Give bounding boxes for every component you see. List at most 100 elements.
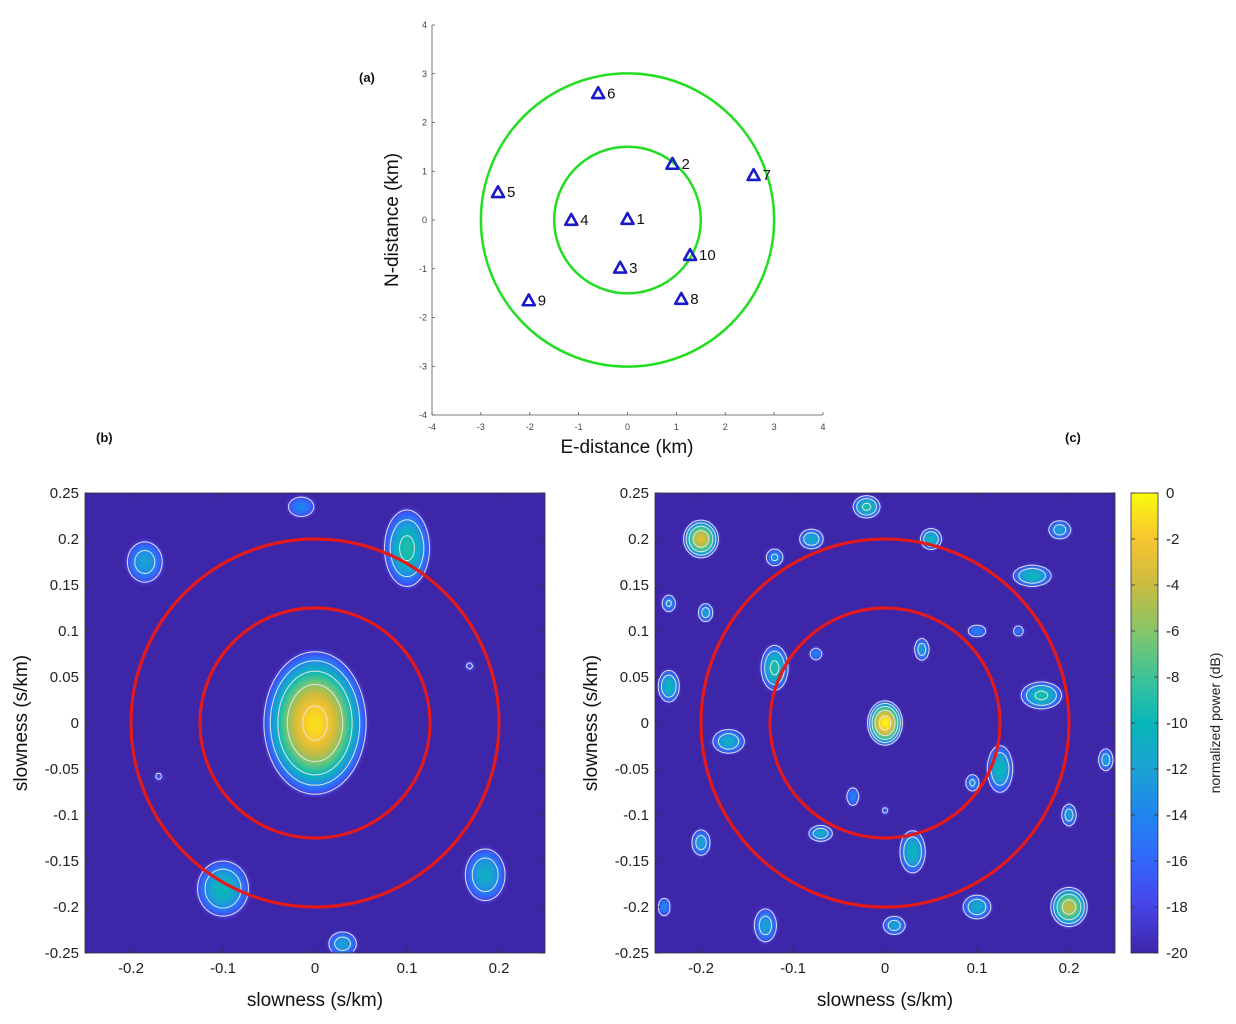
panel-a-x-tick-label: 3 bbox=[772, 422, 777, 432]
panel-b-ticks: -0.2 -0.1 0 0.1 0.2 0.25 0.2 0.15 0.1 0.05 0 -0.05 -… bbox=[45, 485, 545, 977]
panel-b-y-tick-label: 0.2 bbox=[58, 531, 79, 548]
panel-b-x-tick-label: 0.2 bbox=[489, 960, 510, 977]
station-marker bbox=[746, 167, 761, 182]
panel-a-ring-circle bbox=[479, 72, 776, 368]
panel-label-c: (c) bbox=[1065, 430, 1081, 445]
panel-c-y-tick-label: 0.05 bbox=[620, 669, 649, 686]
panel-a-xlabel: E-distance (km) bbox=[560, 437, 693, 458]
panel-c-y-tick-label: -0.2 bbox=[623, 899, 649, 916]
panel-c-contour-line bbox=[688, 502, 1082, 921]
panel-b-y-tick-label: 0 bbox=[71, 715, 79, 732]
panel-c-y-tick-label: 0.15 bbox=[620, 577, 649, 594]
colorbar-tick-label: -12 bbox=[1166, 761, 1188, 778]
station-marker bbox=[682, 247, 698, 262]
panel-b-y-tick-label: -0.15 bbox=[45, 853, 79, 870]
panel-a-y-tick-label: 3 bbox=[422, 69, 427, 79]
panel-b-x-tick-label: -0.2 bbox=[118, 960, 144, 977]
panel-c-xlabel: slowness (s/km) bbox=[817, 990, 953, 1011]
panel-b-ring-circles bbox=[129, 537, 501, 909]
colorbar-label: normalized power (dB) bbox=[1207, 653, 1223, 794]
panel-c-y-tick-label: -0.25 bbox=[615, 945, 649, 962]
colorbar-gradient bbox=[1130, 492, 1159, 954]
panel-a-ring-circles bbox=[479, 72, 776, 368]
station-label: 4 bbox=[580, 212, 588, 229]
panel-label-a: (a) bbox=[359, 70, 375, 85]
station-label: 5 bbox=[507, 184, 515, 201]
panel-a-y-tick-label: -4 bbox=[419, 410, 427, 420]
panel-a: (a) -4 -3 -2 -1 0 1 2 3 4 -4 -3 -2 -1 0 1 2 3 4 1 2 3 4 5 6 7 8 9… bbox=[359, 20, 826, 458]
panel-b-x-tick-label: 0.1 bbox=[397, 960, 418, 977]
panel-c-contour-line bbox=[692, 530, 1077, 915]
panel-a-y-tick-label: 0 bbox=[422, 215, 427, 225]
panel-a-stations: 1 2 3 4 5 6 7 8 9 10 bbox=[490, 85, 771, 309]
colorbar-tick-label: -18 bbox=[1166, 899, 1188, 916]
colorbar-tick-label: -16 bbox=[1166, 853, 1188, 870]
panel-c-ylabel: slowness (s/km) bbox=[581, 655, 602, 791]
station-label: 3 bbox=[629, 260, 637, 277]
station-marker bbox=[612, 260, 628, 274]
panel-b-y-tick-label: 0.25 bbox=[50, 485, 79, 502]
panel-a-x-tick-label: 4 bbox=[820, 422, 825, 432]
colorbar-tick-label: -14 bbox=[1166, 807, 1188, 824]
panel-b-contour-line bbox=[286, 683, 344, 763]
panel-c-y-tick-label: 0.2 bbox=[628, 531, 649, 548]
colorbar-ticks: 0 -2 -4 -6 -8 -10 -12 -14 -16 -18 -20 bbox=[1131, 485, 1188, 962]
panel-a-ylabel: N-distance (km) bbox=[382, 153, 403, 287]
station-marker bbox=[490, 184, 506, 199]
panel-c-ring-circle bbox=[768, 606, 1002, 840]
panel-a-x-tick-label: 2 bbox=[723, 422, 728, 432]
panel-b-contours bbox=[126, 496, 506, 952]
station-label: 1 bbox=[637, 211, 645, 228]
colorbar-tick-label: -8 bbox=[1166, 669, 1179, 686]
panel-b-y-tick-label: -0.1 bbox=[53, 807, 79, 824]
station-marker bbox=[620, 211, 635, 226]
colorbar-tick-label: -10 bbox=[1166, 715, 1188, 732]
panel-b-contour-line bbox=[302, 705, 328, 741]
panel-a-x-tick-label: -4 bbox=[428, 422, 436, 432]
panel-b-y-tick-label: -0.2 bbox=[53, 899, 79, 916]
panel-c-contours bbox=[657, 495, 1114, 943]
panel-c-x-tick-label: -0.1 bbox=[780, 960, 806, 977]
station-label: 6 bbox=[607, 85, 615, 102]
panel-a-y-tick-label: -3 bbox=[419, 361, 427, 371]
panel-a-axes: -4 -3 -2 -1 0 1 2 3 4 -4 -3 -2 -1 0 1 2 3 4 bbox=[419, 20, 826, 432]
panel-b-y-tick-label: 0.05 bbox=[50, 669, 79, 686]
panel-c-x-tick-label: 0 bbox=[881, 960, 889, 977]
panel-c-x-tick-label: 0.1 bbox=[967, 960, 988, 977]
panel-a-x-tick-label: -1 bbox=[575, 422, 583, 432]
panel-c-ring-circles bbox=[699, 537, 1071, 909]
panel-c-contour-line bbox=[660, 498, 1111, 936]
panel-b-heatmap bbox=[85, 493, 545, 953]
station-marker bbox=[673, 291, 689, 306]
station-label: 7 bbox=[763, 167, 771, 184]
panel-c: (c) -0.2 -0.1 0 0.1 0.20.250.20.150.10.050-0… bbox=[581, 430, 1116, 1011]
panel-b-x-tick-label: 0 bbox=[311, 960, 319, 977]
panel-b-contour-line bbox=[134, 519, 499, 951]
panel-c-x-tick-label: 0.2 bbox=[1059, 960, 1080, 977]
panel-c-y-tick-label: 0.1 bbox=[628, 623, 649, 640]
panel-c-y-tick-label: -0.1 bbox=[623, 807, 649, 824]
colorbar-tick-label: 0 bbox=[1166, 485, 1174, 502]
panel-c-x-tick-label: -0.2 bbox=[688, 960, 714, 977]
panel-a-ring-circle bbox=[552, 145, 703, 295]
colorbar-tick-label: -2 bbox=[1166, 531, 1179, 548]
panel-b-ylabel: slowness (s/km) bbox=[11, 655, 32, 791]
panel-b-y-tick-label: 0.1 bbox=[58, 623, 79, 640]
panel-b-x-tick-label: -0.1 bbox=[210, 960, 236, 977]
panel-b-contour-line bbox=[126, 496, 506, 952]
station-marker bbox=[521, 293, 537, 307]
panel-a-x-tick-label: 1 bbox=[674, 422, 679, 432]
panel-a-x-tick-label: 0 bbox=[625, 422, 630, 432]
panel-label-b: (b) bbox=[96, 430, 113, 445]
station-label: 8 bbox=[690, 291, 698, 308]
colorbar-tick-label: -6 bbox=[1166, 623, 1179, 640]
colorbar-tick-label: -20 bbox=[1166, 945, 1188, 962]
panel-c-y-tick-label: -0.15 bbox=[615, 853, 649, 870]
panel-b-ring-circle bbox=[198, 606, 432, 840]
panel-b-y-tick-label: 0.15 bbox=[50, 577, 79, 594]
panel-a-y-tick-label: -2 bbox=[419, 313, 427, 323]
panel-c-heatmap bbox=[655, 493, 1115, 953]
panel-b-y-tick-label: -0.05 bbox=[45, 761, 79, 778]
panel-c-contour-line bbox=[657, 495, 1114, 943]
panel-b-y-tick-label: -0.25 bbox=[45, 945, 79, 962]
